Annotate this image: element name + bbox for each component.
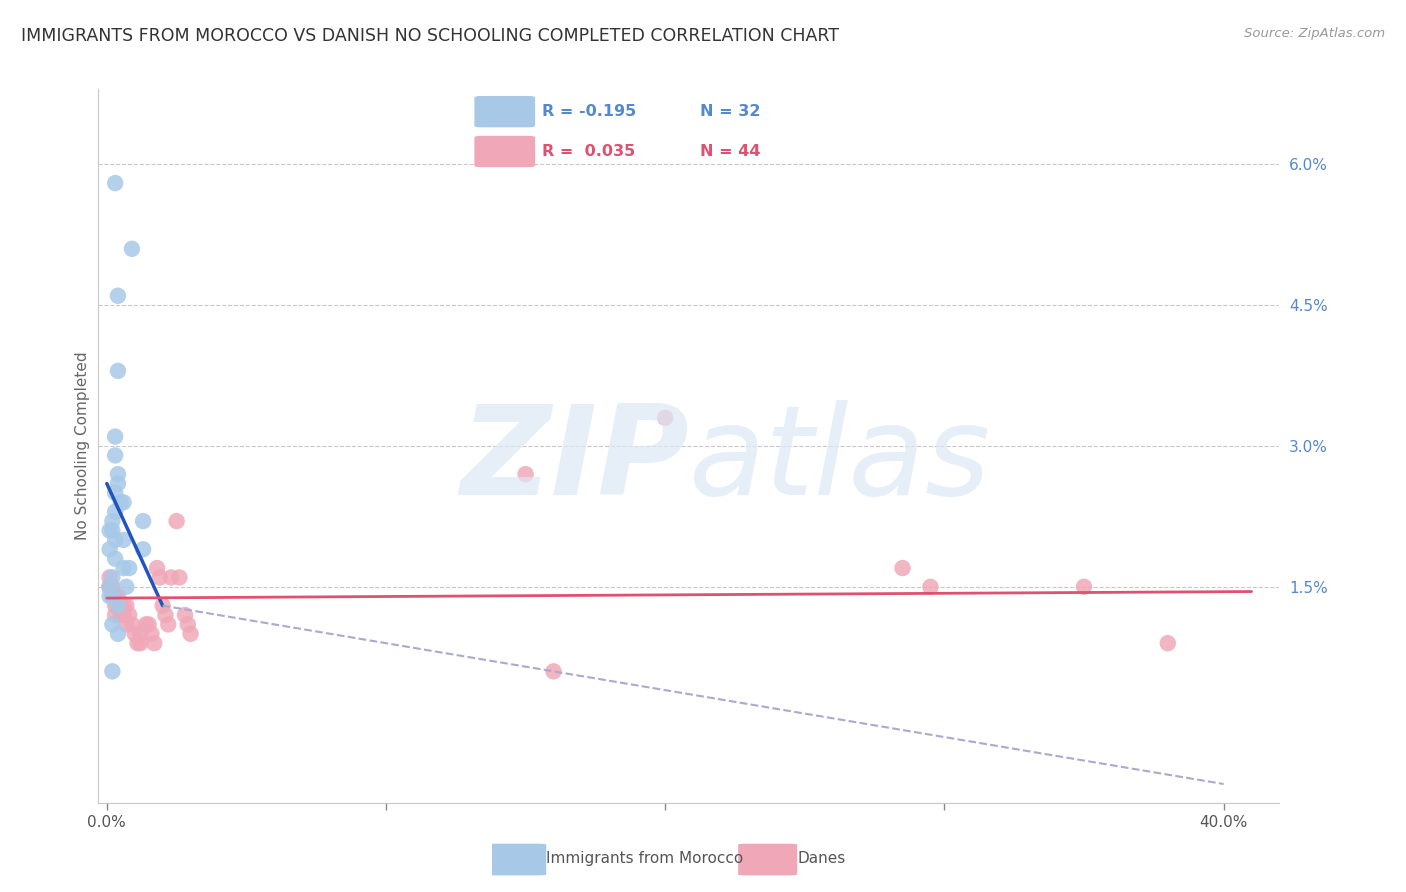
- Point: [124, 627, 146, 641]
- Point: [121, 242, 143, 256]
- Y-axis label: No Schooling Completed: No Schooling Completed: [75, 351, 90, 541]
- FancyBboxPatch shape: [486, 844, 546, 875]
- Point: [104, 449, 127, 463]
- Point: [107, 467, 129, 482]
- Point: [920, 580, 942, 594]
- Point: [1157, 636, 1180, 650]
- Point: [101, 665, 124, 679]
- Point: [132, 542, 155, 557]
- Point: [107, 599, 129, 613]
- Point: [98, 580, 121, 594]
- Point: [101, 617, 124, 632]
- Point: [110, 495, 132, 509]
- Point: [121, 617, 143, 632]
- FancyBboxPatch shape: [738, 844, 797, 875]
- Text: atlas: atlas: [689, 400, 991, 521]
- Point: [112, 599, 135, 613]
- Point: [98, 542, 121, 557]
- Text: Source: ZipAtlas.com: Source: ZipAtlas.com: [1244, 27, 1385, 40]
- Text: Danes: Danes: [797, 851, 845, 866]
- Point: [104, 533, 127, 547]
- Point: [104, 589, 127, 603]
- Point: [654, 410, 676, 425]
- Text: ZIP: ZIP: [460, 400, 689, 521]
- Text: Immigrants from Morocco: Immigrants from Morocco: [546, 851, 744, 866]
- Point: [149, 570, 172, 584]
- Point: [515, 467, 537, 482]
- Point: [101, 589, 124, 603]
- Point: [157, 617, 180, 632]
- Point: [891, 561, 914, 575]
- Point: [101, 514, 124, 528]
- FancyBboxPatch shape: [474, 96, 536, 128]
- Point: [177, 617, 200, 632]
- Point: [107, 627, 129, 641]
- Point: [141, 627, 163, 641]
- Point: [107, 599, 129, 613]
- Point: [112, 533, 135, 547]
- Point: [129, 627, 152, 641]
- Point: [143, 636, 166, 650]
- Point: [104, 486, 127, 500]
- Text: R = -0.195: R = -0.195: [541, 103, 636, 119]
- Point: [104, 429, 127, 443]
- Point: [115, 617, 138, 632]
- Point: [101, 589, 124, 603]
- Point: [98, 524, 121, 538]
- Point: [146, 561, 169, 575]
- Point: [104, 599, 127, 613]
- Point: [118, 561, 141, 575]
- Point: [1073, 580, 1095, 594]
- Point: [112, 495, 135, 509]
- Point: [169, 570, 191, 584]
- Text: N = 32: N = 32: [700, 103, 761, 119]
- Point: [98, 570, 121, 584]
- Point: [104, 551, 127, 566]
- Point: [107, 289, 129, 303]
- Point: [107, 364, 129, 378]
- Point: [160, 570, 183, 584]
- Point: [98, 580, 121, 594]
- Point: [104, 505, 127, 519]
- Point: [155, 607, 177, 622]
- Point: [101, 570, 124, 584]
- Text: N = 44: N = 44: [700, 144, 761, 159]
- Point: [101, 580, 124, 594]
- Point: [112, 607, 135, 622]
- Text: R =  0.035: R = 0.035: [541, 144, 636, 159]
- Point: [115, 599, 138, 613]
- Point: [104, 176, 127, 190]
- Point: [104, 607, 127, 622]
- Point: [132, 514, 155, 528]
- Point: [118, 607, 141, 622]
- Point: [98, 589, 121, 603]
- Point: [129, 636, 152, 650]
- Point: [115, 580, 138, 594]
- Point: [101, 524, 124, 538]
- Point: [110, 607, 132, 622]
- Point: [135, 617, 157, 632]
- Text: IMMIGRANTS FROM MOROCCO VS DANISH NO SCHOOLING COMPLETED CORRELATION CHART: IMMIGRANTS FROM MOROCCO VS DANISH NO SCH…: [21, 27, 839, 45]
- Point: [112, 561, 135, 575]
- Point: [107, 589, 129, 603]
- Point: [543, 665, 565, 679]
- Point: [174, 607, 197, 622]
- Point: [107, 476, 129, 491]
- Point: [166, 514, 188, 528]
- FancyBboxPatch shape: [474, 136, 536, 167]
- Point: [110, 599, 132, 613]
- Point: [127, 636, 149, 650]
- Point: [152, 599, 174, 613]
- Point: [138, 617, 160, 632]
- Point: [98, 580, 121, 594]
- Point: [180, 627, 202, 641]
